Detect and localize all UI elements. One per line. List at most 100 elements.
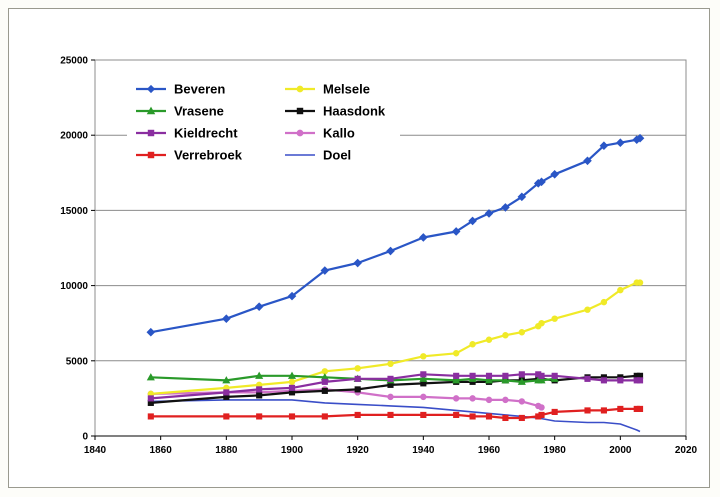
y-tick-label: 0 bbox=[82, 432, 88, 443]
data-point bbox=[419, 374, 428, 382]
data-point bbox=[419, 233, 428, 242]
data-point bbox=[387, 360, 394, 368]
data-point bbox=[518, 398, 526, 405]
data-point bbox=[538, 372, 545, 379]
data-point bbox=[636, 405, 644, 412]
legend-item-haasdonk: Haasdonk bbox=[285, 104, 386, 119]
legend-marker bbox=[147, 129, 155, 137]
legend-item-vrasene: Vrasene bbox=[136, 104, 224, 119]
data-point bbox=[551, 315, 558, 322]
x-tick-label: 2020 bbox=[675, 445, 698, 456]
data-point bbox=[517, 377, 526, 385]
legend-label: Kallo bbox=[323, 126, 355, 141]
data-point bbox=[287, 291, 297, 301]
data-point bbox=[502, 414, 509, 422]
series-melsele bbox=[147, 279, 644, 398]
data-point bbox=[469, 395, 476, 402]
data-point bbox=[386, 246, 395, 256]
data-point bbox=[617, 286, 624, 294]
legend-marker bbox=[296, 85, 304, 93]
y-tick-label: 20000 bbox=[60, 131, 88, 142]
series-vrasene bbox=[146, 371, 559, 385]
data-point bbox=[353, 258, 362, 268]
data-point bbox=[256, 386, 263, 393]
legend-marker bbox=[146, 84, 156, 94]
data-point bbox=[518, 329, 526, 336]
legend: Beveren Melsele Vrasene Haasdonk Kieldrecht K… bbox=[127, 75, 400, 170]
data-point bbox=[600, 377, 607, 384]
series-kieldrecht bbox=[147, 371, 644, 402]
data-point bbox=[584, 375, 591, 382]
series-beveren bbox=[146, 133, 645, 337]
y-tick-label: 5000 bbox=[66, 356, 89, 367]
legend-item-doel: Doel bbox=[285, 148, 351, 163]
x-tick-label: 1940 bbox=[412, 445, 435, 456]
data-point bbox=[583, 156, 592, 166]
legend-item-melsele: Melsele bbox=[285, 82, 370, 97]
legend-item-beveren: Beveren bbox=[136, 82, 225, 97]
data-point bbox=[452, 350, 460, 357]
axes: 0 5000 10000 15000 20000 25000 1840 1860 1880 190… bbox=[60, 56, 697, 457]
data-point bbox=[502, 332, 509, 339]
data-point bbox=[537, 376, 546, 384]
x-tick-label: 1840 bbox=[84, 445, 107, 456]
data-point bbox=[452, 395, 460, 402]
data-point bbox=[599, 141, 609, 151]
data-point bbox=[584, 306, 591, 313]
data-point bbox=[354, 365, 361, 372]
data-point bbox=[288, 378, 296, 386]
data-point bbox=[617, 377, 624, 384]
data-point bbox=[146, 373, 155, 381]
data-point bbox=[485, 413, 493, 420]
data-point bbox=[146, 327, 156, 337]
data-point bbox=[538, 319, 545, 327]
data-point bbox=[550, 169, 559, 179]
data-point bbox=[321, 378, 328, 385]
data-point bbox=[451, 227, 461, 236]
data-point bbox=[502, 396, 509, 404]
data-point bbox=[420, 371, 427, 378]
data-point bbox=[518, 371, 525, 378]
data-point bbox=[321, 387, 328, 394]
data-point bbox=[584, 407, 591, 414]
data-point bbox=[600, 298, 608, 306]
x-tick-label: 2000 bbox=[609, 445, 632, 456]
data-point bbox=[468, 216, 477, 226]
x-tick-label: 1900 bbox=[281, 445, 304, 456]
y-tick-label: 15000 bbox=[60, 206, 88, 217]
data-point bbox=[551, 408, 558, 415]
data-point bbox=[469, 413, 476, 420]
data-point bbox=[469, 341, 476, 348]
data-point bbox=[600, 407, 607, 414]
legend-marker bbox=[296, 129, 304, 137]
x-tick-label: 1880 bbox=[215, 445, 238, 456]
data-point bbox=[485, 336, 493, 343]
x-tick-label: 1960 bbox=[478, 445, 501, 456]
data-point bbox=[501, 376, 510, 384]
data-point bbox=[320, 266, 330, 275]
data-point bbox=[222, 314, 231, 323]
data-point bbox=[420, 411, 427, 419]
series-lines bbox=[146, 133, 645, 433]
data-point bbox=[485, 396, 493, 404]
data-point bbox=[256, 413, 263, 420]
legend-label: Verrebroek bbox=[174, 148, 243, 163]
data-point bbox=[147, 395, 154, 402]
legend-marker bbox=[146, 106, 156, 115]
legend-label: Melsele bbox=[323, 82, 370, 97]
data-point bbox=[354, 411, 361, 419]
legend-item-kieldrecht: Kieldrecht bbox=[136, 126, 238, 141]
series-doel bbox=[150, 399, 641, 433]
data-point bbox=[501, 203, 510, 212]
legend-item-verrebroek: Verrebroek bbox=[136, 148, 243, 163]
data-point bbox=[537, 177, 546, 187]
legend-label: Beveren bbox=[174, 82, 225, 97]
data-point bbox=[288, 384, 296, 391]
data-point bbox=[502, 372, 509, 379]
x-tick-label: 1980 bbox=[544, 445, 567, 456]
data-point bbox=[387, 393, 394, 401]
y-tick-label: 10000 bbox=[60, 281, 88, 292]
data-point bbox=[254, 302, 264, 311]
data-point bbox=[387, 375, 394, 382]
